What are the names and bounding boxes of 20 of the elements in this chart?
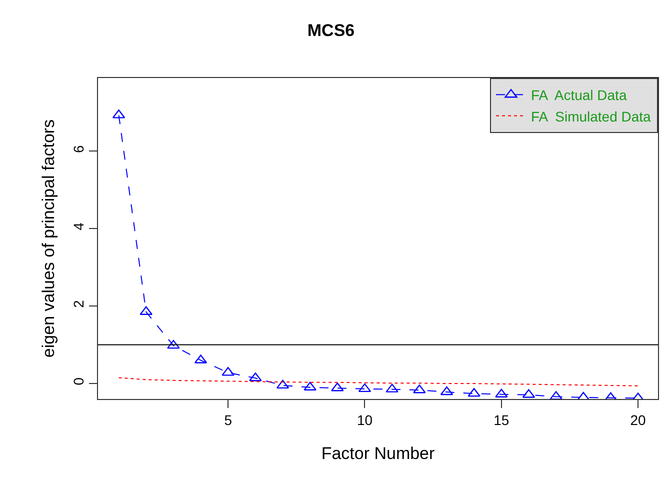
point bbox=[276, 380, 290, 389]
y-tick-label: 2 bbox=[70, 300, 86, 308]
chart-title: MCS6 bbox=[307, 21, 355, 40]
x-tick-label: 10 bbox=[356, 412, 373, 428]
point bbox=[440, 386, 454, 396]
legend-label: FA Simulated Data bbox=[531, 108, 652, 124]
point bbox=[468, 388, 480, 397]
y-tick-label: 6 bbox=[70, 144, 86, 153]
y-tick-label: 0 bbox=[70, 377, 86, 386]
point bbox=[167, 340, 180, 349]
x-tick-label: 5 bbox=[224, 412, 232, 428]
point bbox=[249, 372, 262, 382]
y-tick-label: 4 bbox=[70, 222, 86, 230]
point bbox=[358, 383, 372, 392]
point bbox=[413, 384, 426, 394]
x-tick-label: 15 bbox=[494, 412, 510, 428]
legend-label: FA Actual Data bbox=[531, 87, 627, 104]
y-axis-title: eigen values of principal factors bbox=[39, 119, 58, 358]
x-axis-title: Factor Number bbox=[321, 444, 436, 464]
x-tick-label: 20 bbox=[630, 412, 646, 428]
